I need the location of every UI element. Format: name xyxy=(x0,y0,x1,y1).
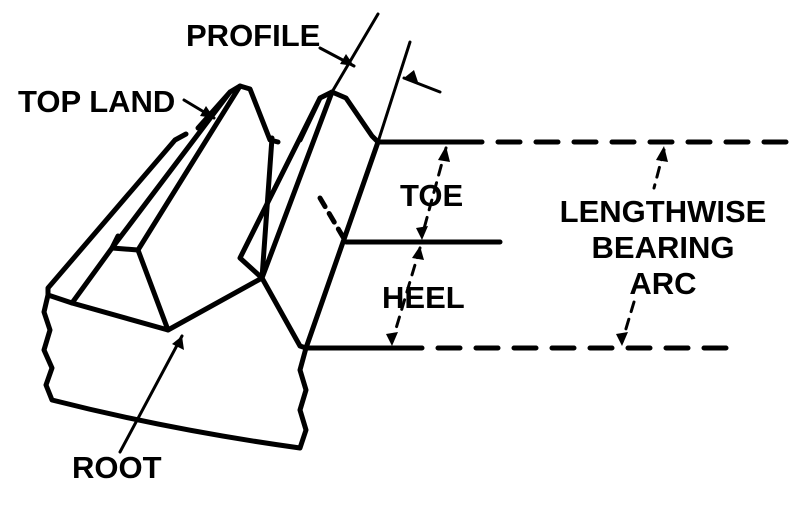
label-lengthwise-line3: ARC xyxy=(629,266,697,301)
second-tooth-outline xyxy=(237,89,381,281)
label-toe: TOE xyxy=(400,178,464,213)
arrowhead xyxy=(172,336,184,350)
toe-dimension xyxy=(420,146,448,238)
rack-body xyxy=(41,292,309,451)
label-top-land: TOP LAND xyxy=(18,84,176,119)
arrowhead xyxy=(404,70,418,82)
label-profile: PROFILE xyxy=(186,18,321,53)
arrowhead xyxy=(340,54,354,66)
arrowhead xyxy=(438,146,450,162)
label-lengthwise-line1: LENGTHWISE xyxy=(559,194,767,229)
arrowhead xyxy=(656,146,668,162)
root-leader xyxy=(118,334,184,454)
second-tooth-crest xyxy=(259,89,335,281)
arrowhead xyxy=(386,332,398,346)
label-heel: HEEL xyxy=(382,280,465,315)
arrowhead xyxy=(200,106,214,118)
label-root: ROOT xyxy=(72,450,162,485)
label-lengthwise-line2: BEARING xyxy=(591,230,735,265)
heel-dimension xyxy=(390,246,422,344)
back-tooth-outline xyxy=(45,131,189,306)
profile-arrow-right xyxy=(402,76,442,94)
label-lengthwise-bearing-arc: LENGTHWISE BEARING ARC xyxy=(548,194,778,302)
profile-extension-left xyxy=(330,12,380,94)
profile-dash xyxy=(317,195,349,245)
rack-front-edge xyxy=(69,300,171,333)
arrowhead xyxy=(412,246,424,260)
arrowhead xyxy=(416,226,428,240)
second-tooth-profile xyxy=(259,139,381,351)
profile-extension-right xyxy=(376,40,412,144)
first-tooth-crest xyxy=(135,83,243,253)
arrowhead xyxy=(616,332,628,346)
